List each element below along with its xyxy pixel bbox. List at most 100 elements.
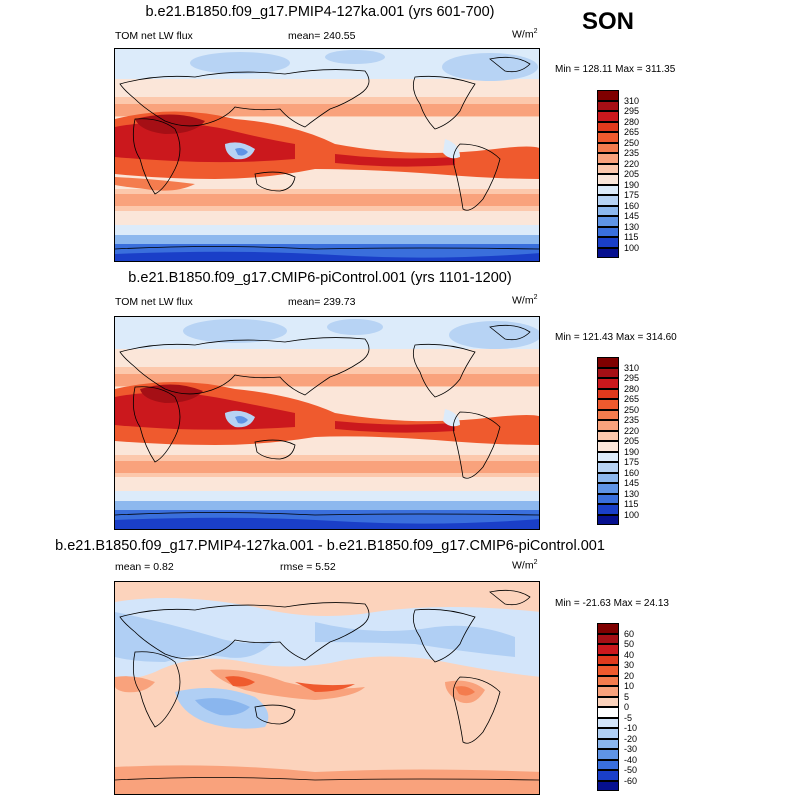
panel-1-mean-label: mean= 240.55 — [288, 30, 356, 42]
colorbar-tick-label: -60 — [624, 775, 638, 786]
colorbar-box — [597, 216, 619, 227]
colorbar-box — [597, 420, 619, 431]
colorbar-box — [597, 504, 619, 515]
panel-3-map — [114, 581, 540, 795]
colorbar-tick-label: 310 — [624, 362, 640, 373]
colorbar-tick-label: 220 — [624, 158, 640, 169]
colorbar-tick-label: 250 — [624, 137, 640, 148]
colorbar-tick-label: 0 — [624, 702, 630, 712]
colorbar-box — [597, 654, 619, 665]
panel-3-colorbar: 60 50 40 30 20 10 5 0 -5 -10 -20 -30 -40 -50 -60 — [597, 623, 637, 791]
colorbar-tick-label: 115 — [624, 499, 639, 509]
colorbar-box — [597, 633, 619, 644]
colorbar-tick-label: 310 — [624, 95, 640, 106]
colorbar-tick-label: 5 — [624, 691, 630, 702]
panel-3-mean-label: mean = 0.82 — [115, 561, 174, 573]
colorbar-tick-label: 220 — [624, 425, 640, 436]
colorbar-box — [597, 441, 619, 452]
colorbar-tick-label: 160 — [624, 467, 640, 478]
colorbar-box — [597, 462, 619, 473]
colorbar-tick-label: 145 — [624, 478, 640, 488]
colorbar-tick-label: 295 — [624, 373, 640, 383]
colorbar-box — [597, 174, 619, 185]
colorbar-tick-label: 235 — [624, 415, 640, 425]
panel-1-title: b.e21.B1850.f09_g17.PMIP4-127ka.001 (yrs… — [145, 4, 495, 20]
colorbar-tick-label: 100 — [624, 509, 640, 520]
colorbar-box — [597, 409, 619, 420]
panel-2-units: W/m2 — [512, 294, 538, 307]
colorbar-box — [597, 121, 619, 132]
panel-1-variable-label: TOM net LW flux — [115, 30, 193, 42]
colorbar-tick-label: 145 — [624, 211, 640, 221]
colorbar-box — [597, 644, 619, 655]
colorbar-box — [597, 451, 619, 462]
panel-3-units: W/m2 — [512, 559, 538, 572]
panel-2-mean-label: mean= 239.73 — [288, 296, 356, 308]
colorbar-box — [597, 707, 619, 718]
panel-3-rmse-label: rmse = 5.52 — [280, 561, 336, 573]
colorbar-box — [597, 728, 619, 739]
colorbar-box — [597, 623, 619, 634]
colorbar-box — [597, 237, 619, 248]
colorbar-tick-label: 175 — [624, 457, 640, 467]
colorbar-tick-label: 175 — [624, 190, 640, 200]
colorbar-box — [597, 378, 619, 389]
colorbar-tick-label: 50 — [624, 639, 635, 649]
colorbar-box — [597, 493, 619, 504]
colorbar-tick-label: -10 — [624, 723, 638, 733]
colorbar-tick-label: 60 — [624, 628, 635, 639]
panel-1-colorbar: 310 295 280 265 250 235 220 205 190 175 160 145 130 1… — [597, 90, 639, 258]
colorbar-box — [597, 686, 619, 697]
colorbar-tick-label: -50 — [624, 765, 638, 775]
colorbar-box — [597, 472, 619, 483]
panel-2-minmax: Min = 121.43 Max = 314.60 — [555, 332, 677, 343]
colorbar-box — [597, 483, 619, 494]
panel-1-minmax: Min = 128.11 Max = 311.35 — [555, 64, 676, 75]
panel-3-minmax: Min = -21.63 Max = 24.13 — [555, 598, 669, 609]
colorbar-box — [597, 226, 619, 237]
colorbar-tick-label: 265 — [624, 394, 640, 404]
colorbar-box — [597, 780, 619, 791]
colorbar-tick-label: 10 — [624, 681, 635, 691]
colorbar-box — [597, 142, 619, 153]
panel-1-map — [114, 48, 540, 262]
colorbar-box — [597, 738, 619, 749]
colorbar-box — [597, 184, 619, 195]
colorbar-tick-label: 130 — [624, 488, 640, 499]
colorbar-tick-label: 280 — [624, 116, 640, 127]
panel-2-map-field — [115, 317, 539, 529]
colorbar-box — [597, 675, 619, 686]
colorbar-tick-label: 265 — [624, 127, 640, 137]
colorbar-box — [597, 100, 619, 111]
colorbar-box — [597, 153, 619, 164]
panel-1-map-field — [115, 49, 539, 261]
colorbar-tick-label: 100 — [624, 242, 640, 253]
panel-2-variable-label: TOM net LW flux — [115, 296, 193, 308]
colorbar-tick-label: -20 — [624, 733, 638, 744]
colorbar-tick-label: 190 — [624, 179, 640, 190]
colorbar-box — [597, 367, 619, 378]
colorbar-tick-label: 280 — [624, 383, 640, 394]
colorbar-tick-label: 115 — [624, 232, 639, 242]
colorbar-tick-label: 235 — [624, 148, 640, 158]
panel-3-title: b.e21.B1850.f09_g17.PMIP4-127ka.001 - b.… — [55, 538, 605, 554]
colorbar-tick-label: -30 — [624, 744, 638, 754]
colorbar-box — [597, 163, 619, 174]
colorbar-box — [597, 514, 619, 525]
colorbar-tick-label: 295 — [624, 106, 640, 116]
panel-2-title: b.e21.B1850.f09_g17.CMIP6-piControl.001 … — [128, 270, 512, 286]
colorbar-tick-label: 160 — [624, 200, 640, 211]
colorbar-box — [597, 759, 619, 770]
colorbar-tick-label: -40 — [624, 754, 638, 765]
colorbar-tick-label: 40 — [624, 649, 635, 660]
colorbar-box — [597, 247, 619, 258]
panel-3-map-field — [115, 582, 539, 794]
colorbar-box — [597, 90, 619, 101]
colorbar-tick-label: 130 — [624, 221, 640, 232]
colorbar-box — [597, 770, 619, 781]
colorbar-box — [597, 749, 619, 760]
colorbar-box — [597, 357, 619, 368]
colorbar-box — [597, 717, 619, 728]
panel-2-colorbar: 310 295 280 265 250 235 220 205 190 175 160 145 130 1… — [597, 357, 639, 525]
colorbar-tick-label: 205 — [624, 436, 640, 446]
